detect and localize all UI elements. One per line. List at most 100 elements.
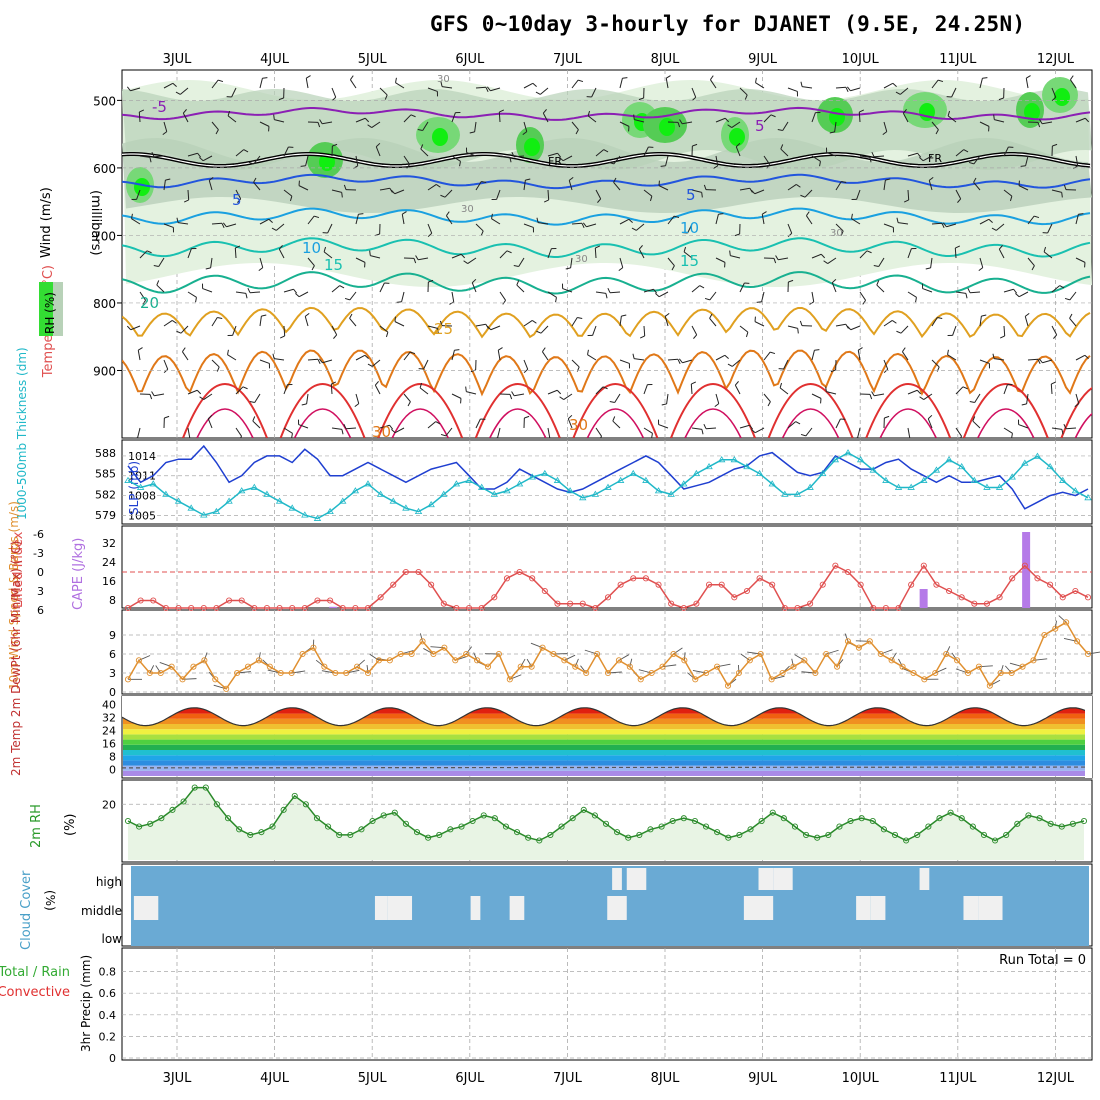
wind-barb-staff xyxy=(379,325,389,333)
wind-barb-flag xyxy=(587,110,591,116)
isotherm-hot-arch xyxy=(586,408,645,438)
thickness-series-point xyxy=(692,469,701,477)
lifted-index-series-point xyxy=(516,568,523,576)
wind-barb-flag xyxy=(471,278,477,284)
cape-tick-label: 16 xyxy=(102,575,116,588)
thickness-series-point xyxy=(124,476,132,483)
lifted-index-series-point xyxy=(175,604,182,612)
cloud-middle-block xyxy=(607,896,627,920)
surface-wind-barb xyxy=(526,658,533,667)
wind-barb-staff xyxy=(491,218,501,225)
wind-barb-staff xyxy=(973,155,981,165)
rh-series-point xyxy=(536,837,543,844)
wind-barb-staff xyxy=(355,393,360,404)
wind-barb-flag xyxy=(486,86,491,92)
wind-barb-staff xyxy=(619,121,630,127)
ylabel-slp: SLP (mb) xyxy=(127,461,141,515)
cloud-level-label: high xyxy=(96,875,122,889)
cape-tick-label: 8 xyxy=(109,594,116,607)
wind-barb-staff xyxy=(667,257,675,266)
temp-color-band xyxy=(123,713,1085,719)
wind-barb-flag xyxy=(506,250,512,254)
wind-barb-staff xyxy=(322,121,333,125)
wind-barb-staff xyxy=(902,112,909,123)
wind-speed-series-point xyxy=(255,657,262,664)
wind-barb-flag xyxy=(391,429,396,434)
wind-barb-flag xyxy=(671,265,675,271)
wind-barb-staff xyxy=(922,155,933,162)
wind-barb-staff xyxy=(379,282,385,293)
wind-barb-staff xyxy=(779,387,789,395)
wind-barb-flag xyxy=(968,161,974,165)
wind-barb-staff xyxy=(475,181,482,191)
wind-speed-series-point xyxy=(964,669,972,677)
wind-barb-staff xyxy=(898,222,909,225)
lifted-index-series-point xyxy=(693,600,700,607)
wind-barb-staff xyxy=(1069,291,1077,301)
rh-series-point xyxy=(302,801,309,808)
wind-barb-staff xyxy=(587,115,597,123)
surface-wind-barb xyxy=(1009,662,1023,668)
rh-series-point xyxy=(169,806,176,813)
wind-barb-flag xyxy=(992,353,995,359)
wind-barb-staff xyxy=(592,325,597,336)
lifted-index-series-point xyxy=(807,600,814,607)
wind-barb-flag xyxy=(295,293,300,298)
wind-barb-staff xyxy=(1003,384,1008,395)
wind-barb-staff xyxy=(715,354,726,361)
wind-barb-staff xyxy=(379,424,390,429)
wind-barb-staff xyxy=(305,78,309,89)
wind-barb-staff xyxy=(153,155,165,158)
wind-barb-flag xyxy=(1024,312,1030,317)
wind-barb-flag xyxy=(498,347,503,351)
wind-barb-flag xyxy=(750,189,756,195)
wind-barb-flag xyxy=(727,124,732,129)
wind-barb-flag xyxy=(151,151,155,157)
cloud-high-block xyxy=(612,868,622,890)
lifted-index-series-point xyxy=(655,581,662,588)
isotherm-label: 10 xyxy=(680,219,699,237)
thickness-series-point xyxy=(477,483,486,490)
wind-barb-staff xyxy=(619,316,622,327)
lifted-index-series-point xyxy=(276,604,283,612)
wind-barb-staff xyxy=(755,82,765,89)
date-tick-top: 7JUL xyxy=(553,52,583,67)
wind-barb-staff xyxy=(1065,427,1077,430)
rh-series-point xyxy=(591,812,598,819)
rh-tick-label: 20 xyxy=(102,798,116,811)
wind-barb-staff xyxy=(732,359,741,367)
surface-wind-barb xyxy=(898,658,903,667)
lifted-index-series-point xyxy=(314,597,321,604)
wind-barb-staff xyxy=(955,427,963,437)
wind-barb-flag xyxy=(655,293,660,298)
wind-barb-flag xyxy=(846,86,851,92)
surface-wind-barb xyxy=(826,649,839,655)
wind-barb-staff xyxy=(591,87,597,98)
wind-barb-flag xyxy=(235,245,241,249)
wind-barb-staff xyxy=(475,223,484,232)
wind-barb-flag xyxy=(639,335,645,339)
cape-bar xyxy=(919,589,928,608)
wind-barb-staff xyxy=(523,319,533,327)
rh-moist-core xyxy=(829,108,845,126)
wind-barb-staff xyxy=(709,291,717,301)
cloud-middle-block xyxy=(387,896,413,920)
thickness-series-point xyxy=(970,476,979,483)
wind-barb-flag xyxy=(557,152,562,158)
wind-barb-flag xyxy=(248,161,254,165)
wind-speed-series-point xyxy=(157,669,164,677)
wind-barb-staff xyxy=(139,155,150,158)
wind-barb-staff xyxy=(274,358,285,361)
wind-barb-staff xyxy=(278,248,285,259)
wind-barb-staff xyxy=(379,187,390,191)
wind-barb-flag xyxy=(176,330,182,334)
wind-barb-flag xyxy=(917,152,922,158)
rh-series-point xyxy=(1080,817,1088,825)
wind-barb-staff xyxy=(563,393,573,401)
wind-barb-flag xyxy=(947,349,949,355)
wind-speed-series-line xyxy=(127,621,1089,690)
wind-barb-staff xyxy=(187,189,190,201)
wind-barb-staff xyxy=(187,291,197,298)
wind-barb-flag xyxy=(249,401,255,403)
thickness-series-point xyxy=(237,487,246,494)
